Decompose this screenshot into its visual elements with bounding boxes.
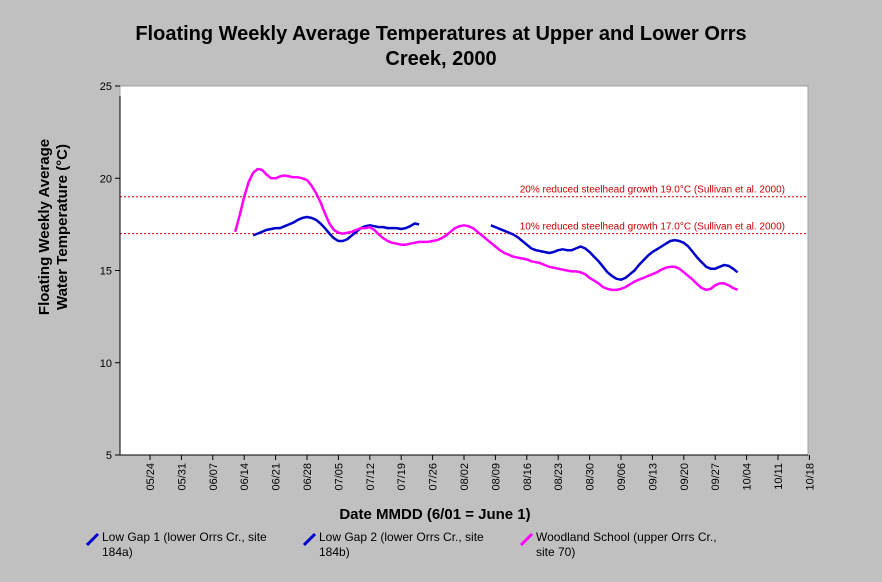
x-tick-label-09-27: 09/27 (710, 463, 722, 491)
x-tick-label-07-12: 07/12 (365, 463, 377, 491)
series-2-line-segment-1 (252, 215, 420, 243)
legend-label-low-gap-2: Low Gap 2 (lower Orrs Cr., site 184b) (319, 530, 484, 559)
y-axis-title-line-2: Water Temperature (°C) (54, 144, 71, 310)
chart-title-line-1: Floating Weekly Average Temperatures at … (135, 23, 747, 45)
axes: 5 10 15 20 25 05/24 05/31 06/07 06/14 06/21 06/28 0… (100, 81, 817, 491)
x-tick-label-05-24: 05/24 (145, 463, 157, 491)
plot-area (119, 85, 809, 456)
x-tick-label-06-14: 06/14 (239, 463, 251, 491)
x-tick-label-09-06: 09/06 (616, 463, 628, 491)
x-tick-label-10-18: 10/18 (804, 463, 816, 491)
x-tick-label-08-16: 08/16 (522, 463, 534, 491)
chart-title: Floating Weekly Average Temperatures at … (0, 22, 882, 72)
reference-line-label-2: 10% reduced steelhead growth 17.0°C (Sul… (520, 222, 785, 233)
x-tick-label-08-02: 08/02 (459, 463, 471, 491)
x-tick-label-06-07: 06/07 (208, 463, 220, 491)
reference-line-label-1: 20% reduced steelhead growth 19.0°C (Sul… (520, 185, 785, 196)
series-2-line-segment-2 (490, 224, 739, 281)
x-tick-label-10-04: 10/04 (742, 463, 754, 491)
legend-swatch-low-gap-2 (303, 532, 317, 546)
legend-label-low-gap-1: Low Gap 1 (lower Orrs Cr., site 184a) (102, 530, 267, 559)
series-lines (233, 167, 739, 292)
x-tick-label-06-28: 06/28 (302, 463, 314, 491)
x-tick-label-08-09: 08/09 (490, 463, 502, 491)
series-3-line-segment-1 (233, 167, 739, 292)
x-tick-label-07-05: 07/05 (333, 463, 345, 491)
x-tick-label-05-31: 05/31 (176, 463, 188, 491)
x-tick-label-09-20: 09/20 (679, 463, 691, 491)
x-axis-title: Date MMDD (6/01 = June 1) (339, 506, 530, 523)
x-tick-label-08-23: 08/23 (553, 463, 565, 491)
y-tick-label-25: 25 (100, 81, 112, 93)
x-tick-label-06-21: 06/21 (271, 463, 283, 491)
legend-label-woodland-school: Woodland School (upper Orrs Cr., site 70… (536, 530, 717, 559)
x-tick-label-07-26: 07/26 (428, 463, 440, 491)
x-tick-label-08-30: 08/30 (585, 463, 597, 491)
legend-swatch-woodland-school (520, 532, 534, 546)
y-axis-title-line-1: Floating Weekly Average (36, 139, 53, 315)
chart-title-line-2: Creek, 2000 (385, 48, 497, 70)
x-tick-label-10-11: 10/11 (773, 463, 785, 490)
y-tick-label-10: 10 (100, 358, 112, 370)
x-tick-label-07-19: 07/19 (396, 463, 408, 491)
reference-lines: 20% reduced steelhead growth 19.0°C (Sul… (120, 185, 808, 235)
y-tick-label-5: 5 (106, 450, 112, 462)
y-tick-label-20: 20 (100, 173, 112, 185)
y-tick-label-15: 15 (100, 266, 112, 278)
x-tick-label-09-13: 09/13 (647, 463, 659, 491)
legend-swatch-low-gap-1 (86, 532, 100, 546)
